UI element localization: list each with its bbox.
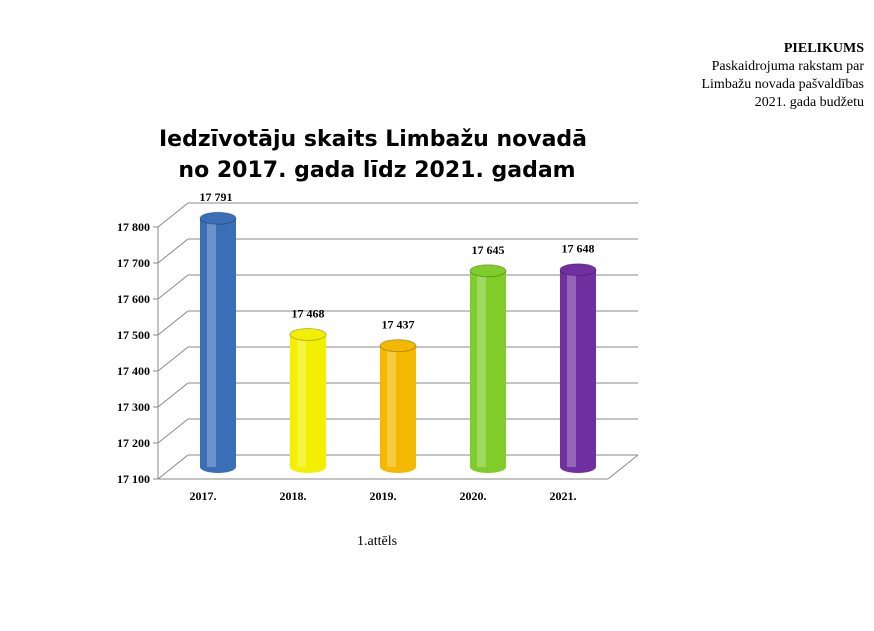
appendix-line: Paskaidrojuma rakstam par xyxy=(711,59,864,74)
y-tick-label: 17 500 xyxy=(117,328,150,342)
bar-highlight xyxy=(567,269,576,467)
bar xyxy=(379,339,417,473)
x-tick-label: 2017. xyxy=(190,489,217,503)
data-label: 17 468 xyxy=(292,307,325,321)
bar-top xyxy=(469,264,507,278)
bar-top xyxy=(199,211,237,225)
y-tick-label: 17 800 xyxy=(117,220,150,234)
gridline-depth xyxy=(157,274,189,300)
appendix-header: PIELIKUMS Paskaidrojuma rakstam par Limb… xyxy=(701,40,864,112)
bar-body xyxy=(290,334,326,467)
gridline-depth xyxy=(157,454,189,480)
appendix-line: Limbažu novada pašvaldības xyxy=(701,77,864,92)
gridline-depth xyxy=(157,382,189,408)
data-label: 17 645 xyxy=(472,243,505,257)
bar-top xyxy=(559,263,597,277)
y-tick-label: 17 300 xyxy=(117,400,150,414)
data-label: 17 791 xyxy=(200,190,233,204)
bar xyxy=(199,211,237,473)
appendix-title: PIELIKUMS xyxy=(783,41,864,56)
bar xyxy=(559,263,597,473)
bar-highlight xyxy=(297,334,306,467)
x-tick-label: 2020. xyxy=(460,489,487,503)
bar-top xyxy=(289,328,327,342)
bar-body xyxy=(470,270,506,467)
y-tick-label: 17 600 xyxy=(117,292,150,306)
chart-title-line: no 2017. gada līdz 2021. gadam xyxy=(178,158,575,183)
y-tick-label: 17 700 xyxy=(117,256,150,270)
y-tick-label: 17 200 xyxy=(117,436,150,450)
gridline-depth xyxy=(157,346,189,372)
chart-title-line: Iedzīvotāju skaits Limbažu novadā xyxy=(159,127,587,152)
bar-highlight xyxy=(207,218,216,467)
y-tick-label: 17 100 xyxy=(117,472,150,486)
y-tick-label: 17 400 xyxy=(117,364,150,378)
floor-side xyxy=(607,454,639,480)
gridline-depth xyxy=(157,202,189,228)
x-tick-label: 2019. xyxy=(370,489,397,503)
figure-caption: 1.attēls xyxy=(357,534,398,549)
data-label: 17 648 xyxy=(562,242,595,256)
gridline-depth xyxy=(157,238,189,264)
x-tick-label: 2021. xyxy=(550,489,577,503)
gridline-depth xyxy=(157,310,189,336)
bar xyxy=(289,328,327,473)
bar xyxy=(469,264,507,473)
bar-highlight xyxy=(387,345,396,467)
x-tick-label: 2018. xyxy=(280,489,307,503)
bar-highlight xyxy=(477,270,486,467)
data-label: 17 437 xyxy=(382,318,415,332)
bar-body xyxy=(200,218,236,467)
bar-body xyxy=(380,345,416,467)
gridline-depth xyxy=(157,418,189,444)
appendix-line: 2021. gada budžetu xyxy=(754,95,864,110)
bar-top xyxy=(379,339,417,353)
bar-body xyxy=(560,269,596,467)
